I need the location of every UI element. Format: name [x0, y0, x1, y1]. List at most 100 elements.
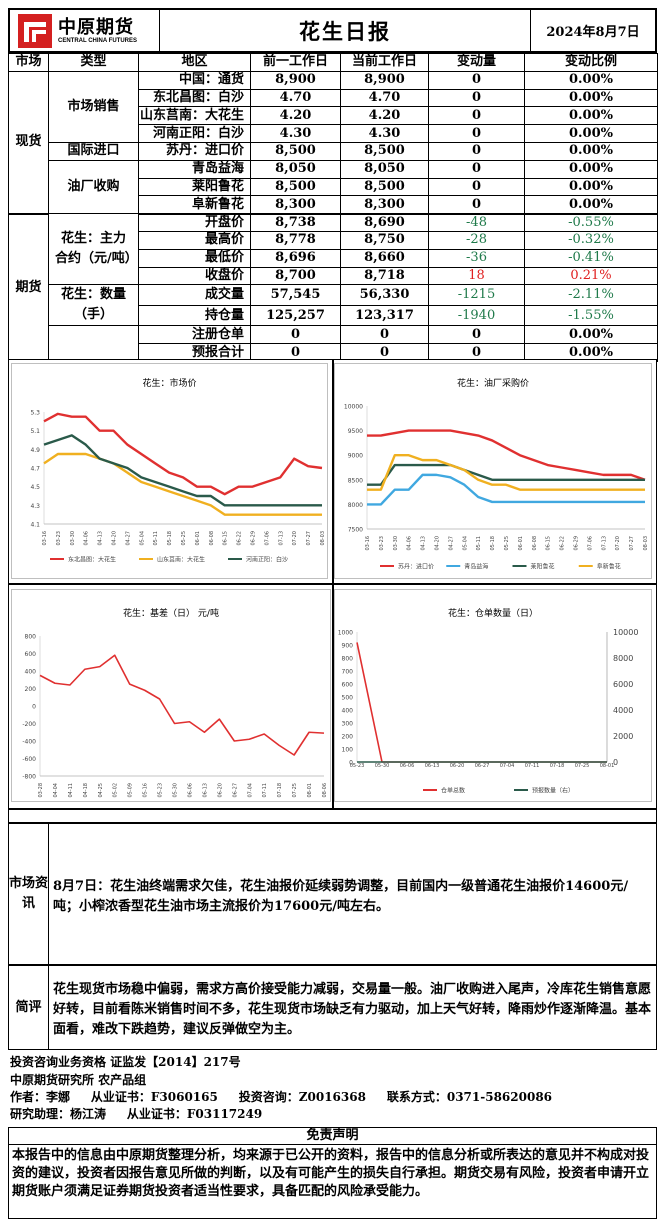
- series-line: [367, 473, 645, 506]
- x-tick-label: 03-28: [38, 783, 44, 798]
- x-tick-label: 08-01: [600, 763, 615, 769]
- type-import-label: 国际进口: [48, 141, 139, 161]
- y-right-tick-label: 6000: [613, 680, 633, 689]
- change-cell: 0: [428, 325, 525, 345]
- market-news-label: 市场资讯: [9, 824, 49, 964]
- x-tick-label: 04-27: [448, 536, 454, 551]
- type-sales-label: 市场销售: [48, 70, 139, 143]
- curr-value-cell: 8,900: [340, 70, 429, 90]
- y-tick-label: 4.9: [30, 447, 40, 454]
- x-tick-label: 06-29: [251, 531, 257, 546]
- y-tick-label: 400: [342, 708, 354, 715]
- change-pct-cell: 0.00%: [524, 88, 658, 108]
- change-pct-cell: -1.55%: [524, 304, 658, 327]
- price-table: 市场 类型 地区 前一工作日 当前工作日 变动量 变动比例 现货 市场销售 中国：通…: [8, 53, 658, 363]
- x-tick-label: 04-13: [421, 536, 427, 551]
- x-tick-label: 07-18: [277, 783, 283, 798]
- table-row: 花生：数量（手） 成交量 57,545 56,330 -1215 -2.11%: [9, 284, 658, 327]
- x-tick-label: 07-20: [292, 531, 298, 546]
- curr-value-cell: 8,050: [340, 159, 429, 179]
- prev-value-cell: 8,500: [250, 177, 341, 197]
- y-tick-label: 300: [342, 721, 354, 728]
- x-tick-label: 06-08: [532, 536, 538, 551]
- chart-cell-mill-price: 花生：油厂采购价 7500 8000 8500 9000 9500 10000 03-16 0…: [333, 359, 657, 584]
- x-tick-label: 06-20: [217, 783, 223, 798]
- x-tick-label: 04-18: [83, 783, 89, 798]
- y-tick-label: 600: [342, 682, 354, 689]
- assistant-line: 研究助理：杨江涛 从业证书：F03117249: [10, 1107, 263, 1121]
- chart-mill-price-plot: 7500 8000 8500 9000 9500 10000 03-16 03-23 03-30…: [344, 404, 649, 571]
- x-tick-label: 06-15: [223, 531, 229, 546]
- table-header-row: 市场 类型 地区 前一工作日 当前工作日 变动量 变动比例: [8, 53, 658, 72]
- region-cell: 开盘价: [138, 213, 251, 232]
- comment-section: 简评 花生现货市场稳中偏弱，需求方高价接受能力减弱，交易量一般。油厂收购进入尾声…: [8, 965, 657, 1050]
- change-pct-cell: -0.32%: [524, 230, 658, 250]
- region-cell: 青岛益海: [138, 159, 251, 179]
- table-row: 油厂收购 青岛益海 8,050 8,050 0 0.00%: [9, 159, 658, 215]
- market-news-section: 市场资讯 8月7日：花生油终端需求欠佳，花生油报价延续弱势调整，目前国内一级普通…: [8, 823, 657, 965]
- series-line: [356, 642, 607, 763]
- prev-value-cell: 8,050: [250, 159, 341, 179]
- type-quantity-label: 花生：数量（手）: [48, 284, 139, 327]
- x-tick-label: 08-01: [307, 783, 313, 798]
- y-tick-label: 800: [25, 634, 37, 641]
- change-pct-cell: 0.00%: [524, 124, 658, 143]
- region-cell: 东北昌图：白沙: [138, 88, 251, 108]
- chart-cell-warehouse: 花生：仓单数量（日） 0 100 200 300 400 500 600 700 800 900 1…: [333, 584, 657, 809]
- x-tick-label: 03-23: [379, 536, 385, 551]
- x-tick-label: 05-18: [490, 536, 496, 551]
- table-row: 河南正阳：白沙 4.30 4.30 0 0.00%: [9, 124, 658, 143]
- prev-value-cell: 8,700: [250, 266, 341, 286]
- table-row: 国际进口 苏丹：进口价 8,500 8,500 0 0.00%: [9, 141, 658, 161]
- x-tick-label: 07-18: [550, 763, 565, 769]
- x-tick-label: 08-06: [322, 783, 328, 798]
- y-tick-label: -600: [22, 756, 36, 763]
- y-tick-label: 200: [342, 734, 354, 741]
- y-tick-label: 5.1: [30, 428, 40, 435]
- curr-value-cell: 8,750: [340, 230, 429, 250]
- report-date: 2024年8月7日: [530, 10, 655, 51]
- disclaimer-text: 本报告中的信息由中原期货整理分析，均来源于已公开的资料，报告中的信息分析或所表达…: [8, 1145, 657, 1219]
- region-cell: 收盘价: [138, 266, 251, 286]
- x-tick-label: 03-23: [56, 531, 62, 546]
- curr-value-cell: 8,500: [340, 141, 429, 161]
- y-tick-label: 800: [342, 656, 354, 663]
- y-tick-label: -800: [22, 774, 36, 781]
- curr-value-cell: 8,300: [340, 195, 429, 215]
- x-tick-label: 07-13: [601, 536, 607, 551]
- chart-title: 花生：油厂采购价: [456, 379, 529, 389]
- x-tick-label: 07-20: [615, 536, 621, 551]
- y-right-tick-label: 0: [613, 758, 618, 767]
- change-cell: 0: [428, 177, 525, 197]
- legend-entry: 预报数量（右）: [532, 787, 574, 795]
- x-tick-label: 04-11: [68, 783, 74, 798]
- x-tick-label: 05-16: [143, 783, 149, 798]
- table-row: 东北昌图：白沙 4.70 4.70 0 0.00%: [9, 88, 658, 108]
- x-tick-label: 06-13: [425, 763, 440, 769]
- x-tick-label: 04-06: [84, 531, 90, 546]
- x-tick-label: 07-13: [278, 531, 284, 546]
- legend-entry: 仓单总数: [441, 787, 465, 795]
- chart-title: 花生：市场价: [142, 379, 197, 389]
- x-tick-label: 06-20: [450, 763, 465, 769]
- prev-value-cell: 4.30: [250, 124, 341, 143]
- type-mill-label: 油厂收购: [48, 159, 139, 215]
- change-cell: 0: [428, 88, 525, 108]
- change-pct-cell: 0.00%: [524, 70, 658, 90]
- company-logo-icon: [18, 13, 52, 48]
- change-cell: -1940: [428, 304, 525, 327]
- change-cell: -48: [428, 213, 525, 232]
- x-tick-label: 06-06: [400, 763, 415, 769]
- x-tick-label: 05-23: [350, 763, 365, 769]
- column-header: 市场: [8, 53, 49, 72]
- prev-value-cell: 8,778: [250, 230, 341, 250]
- x-tick-label: 06-27: [475, 763, 490, 769]
- chart-title: 花生：基差（日） 元/吨: [123, 609, 219, 619]
- report-header: 中原期货 CENTRAL CHINA FUTURES 花生日报 2024年8月7…: [8, 8, 657, 53]
- x-tick-label: 04-13: [98, 531, 104, 546]
- y-tick-label: 700: [342, 669, 354, 676]
- curr-value-cell: 4.30: [340, 124, 429, 143]
- region-cell: 最高价: [138, 230, 251, 250]
- company-logo: 中原期货 CENTRAL CHINA FUTURES: [10, 10, 160, 51]
- x-tick-label: 05-18: [167, 531, 173, 546]
